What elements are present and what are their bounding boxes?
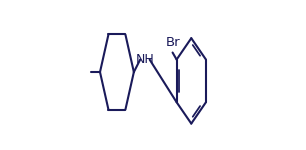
Text: NH: NH [136, 53, 154, 66]
Text: Br: Br [165, 36, 180, 49]
